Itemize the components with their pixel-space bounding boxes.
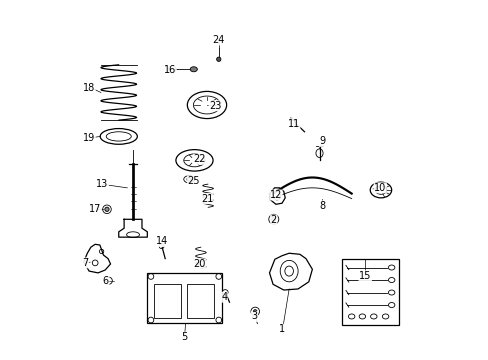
Bar — [147, 273, 222, 323]
Ellipse shape — [186, 177, 191, 181]
Ellipse shape — [216, 57, 221, 62]
Text: 20: 20 — [193, 259, 205, 269]
Text: 1: 1 — [278, 324, 285, 334]
Text: 9: 9 — [319, 136, 325, 147]
Text: 7: 7 — [82, 258, 88, 268]
Text: 23: 23 — [208, 101, 221, 111]
Text: 13: 13 — [96, 179, 108, 189]
Text: 14: 14 — [155, 237, 167, 247]
Text: 15: 15 — [358, 271, 371, 281]
Text: 5: 5 — [181, 332, 187, 342]
Bar — [341, 258, 398, 325]
Bar — [154, 284, 181, 318]
Text: 21: 21 — [201, 194, 213, 203]
Text: 6: 6 — [102, 276, 109, 286]
Text: 10: 10 — [373, 183, 386, 193]
Text: 17: 17 — [89, 204, 101, 214]
Ellipse shape — [271, 217, 275, 221]
Text: 16: 16 — [164, 65, 176, 75]
Ellipse shape — [190, 67, 197, 72]
Text: 11: 11 — [287, 118, 299, 129]
Text: 19: 19 — [83, 133, 95, 143]
Text: 25: 25 — [187, 176, 200, 186]
Text: 12: 12 — [269, 190, 282, 200]
Text: 8: 8 — [319, 201, 325, 211]
Text: 3: 3 — [251, 311, 257, 321]
Text: 18: 18 — [83, 83, 95, 93]
Ellipse shape — [253, 310, 257, 313]
Ellipse shape — [104, 207, 109, 211]
Text: 22: 22 — [193, 154, 205, 164]
Text: 4: 4 — [221, 292, 227, 302]
Bar — [187, 284, 214, 318]
Text: 24: 24 — [212, 35, 224, 45]
Text: 2: 2 — [270, 215, 276, 225]
